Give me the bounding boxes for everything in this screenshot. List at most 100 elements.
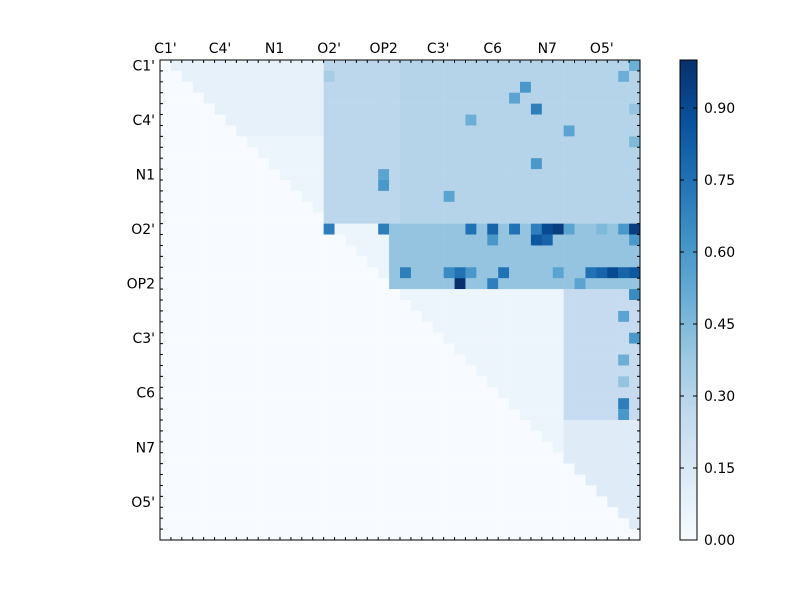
heatmap-cell <box>280 212 292 224</box>
heatmap-cell <box>280 463 292 475</box>
heatmap-cell <box>498 496 510 508</box>
heatmap-cell <box>530 267 543 279</box>
heatmap-cell <box>443 376 455 388</box>
heatmap-cell <box>520 81 532 93</box>
heatmap-cell <box>574 125 586 137</box>
heatmap-cell <box>618 190 630 203</box>
heatmap-cell <box>312 300 324 312</box>
heatmap-cell <box>389 234 401 246</box>
heatmap-cell <box>323 245 335 257</box>
heatmap-cell <box>454 289 466 301</box>
heatmap-cell <box>269 190 281 203</box>
heatmap-cell <box>596 234 608 246</box>
heatmap-cell <box>552 496 564 508</box>
heatmap-cell <box>443 92 455 104</box>
heatmap-cell <box>160 60 172 72</box>
heatmap-cell <box>498 398 510 410</box>
heatmap-cell <box>356 485 368 497</box>
heatmap-cell <box>509 496 521 508</box>
heatmap-cell <box>563 518 575 530</box>
heatmap-cell <box>465 212 477 224</box>
heatmap-cell <box>465 321 477 333</box>
heatmap-cell <box>410 245 423 257</box>
heatmap-cell <box>530 114 543 126</box>
heatmap-cell <box>629 420 641 432</box>
heatmap-cell <box>465 310 477 323</box>
heatmap-cell <box>618 169 630 181</box>
heatmap-cell <box>585 430 597 443</box>
heatmap-cell <box>214 376 226 388</box>
heatmap-cell <box>225 321 237 333</box>
heatmap-cell <box>541 354 553 366</box>
heatmap-cell <box>574 430 586 443</box>
heatmap-cell <box>487 136 499 148</box>
heatmap-cell <box>487 441 499 453</box>
heatmap-cell <box>541 92 553 104</box>
heatmap-cell <box>520 147 532 159</box>
heatmap-cell <box>225 365 237 377</box>
heatmap-cell <box>552 169 564 181</box>
heatmap-cell <box>367 398 379 410</box>
heatmap-cell <box>258 245 270 257</box>
heatmap-cell <box>160 201 172 213</box>
heatmap-cell <box>203 169 215 181</box>
heatmap-cell <box>170 223 183 235</box>
heatmap-cell <box>585 212 597 224</box>
heatmap-cell <box>290 310 303 323</box>
heatmap-cell <box>378 310 390 323</box>
heatmap-cell <box>214 256 226 268</box>
heatmap-cell <box>607 70 619 83</box>
heatmap-cell <box>170 245 183 257</box>
heatmap-cell <box>421 147 433 159</box>
heatmap-cell <box>214 147 226 159</box>
heatmap-cell <box>203 180 215 192</box>
heatmap-cell <box>530 474 543 486</box>
heatmap-cell <box>214 245 226 257</box>
heatmap-cell <box>214 169 226 181</box>
heatmap-cell <box>476 343 488 355</box>
heatmap-cell <box>607 278 619 290</box>
heatmap-cell <box>269 136 281 148</box>
heatmap-cell <box>476 354 488 366</box>
heatmap-cell <box>574 496 586 508</box>
heatmap-cell <box>607 245 619 257</box>
heatmap-cell <box>312 256 324 268</box>
heatmap-cell <box>443 201 455 213</box>
heatmap-cell <box>323 474 335 486</box>
heatmap-cell <box>421 452 433 464</box>
heatmap-cell <box>192 125 204 137</box>
heatmap-cell <box>225 103 237 115</box>
heatmap-cell <box>258 387 270 399</box>
heatmap-cell <box>454 332 466 344</box>
heatmap-cell <box>498 180 510 192</box>
heatmap-cell <box>323 452 335 464</box>
heatmap-cell <box>563 278 575 290</box>
heatmap-cell <box>247 190 259 203</box>
heatmap-cell <box>214 60 226 72</box>
heatmap-cell <box>160 234 172 246</box>
heatmap-cell <box>225 529 237 541</box>
heatmap-cell <box>258 147 270 159</box>
heatmap-cell <box>225 70 237 83</box>
heatmap-cell <box>160 409 172 421</box>
heatmap-cell <box>421 81 433 93</box>
heatmap-cell <box>378 387 390 399</box>
heatmap-cell <box>356 180 368 192</box>
heatmap-cell <box>552 125 564 137</box>
heatmap-cell <box>225 518 237 530</box>
heatmap-cell <box>465 365 477 377</box>
heatmap-cell <box>312 60 324 72</box>
heatmap-cell <box>520 190 532 203</box>
heatmap-cell <box>269 125 281 137</box>
heatmap-cell <box>301 245 313 257</box>
heatmap-cell <box>607 343 619 355</box>
heatmap-cell <box>170 92 183 104</box>
heatmap-cell <box>400 245 412 257</box>
heatmap-cell <box>563 147 575 159</box>
heatmap-cell <box>596 70 608 83</box>
heatmap-cell <box>432 452 444 464</box>
heatmap-cell <box>247 507 259 519</box>
heatmap-cell <box>323 529 335 541</box>
heatmap-cell <box>378 114 390 126</box>
heatmap-cell <box>345 267 357 279</box>
